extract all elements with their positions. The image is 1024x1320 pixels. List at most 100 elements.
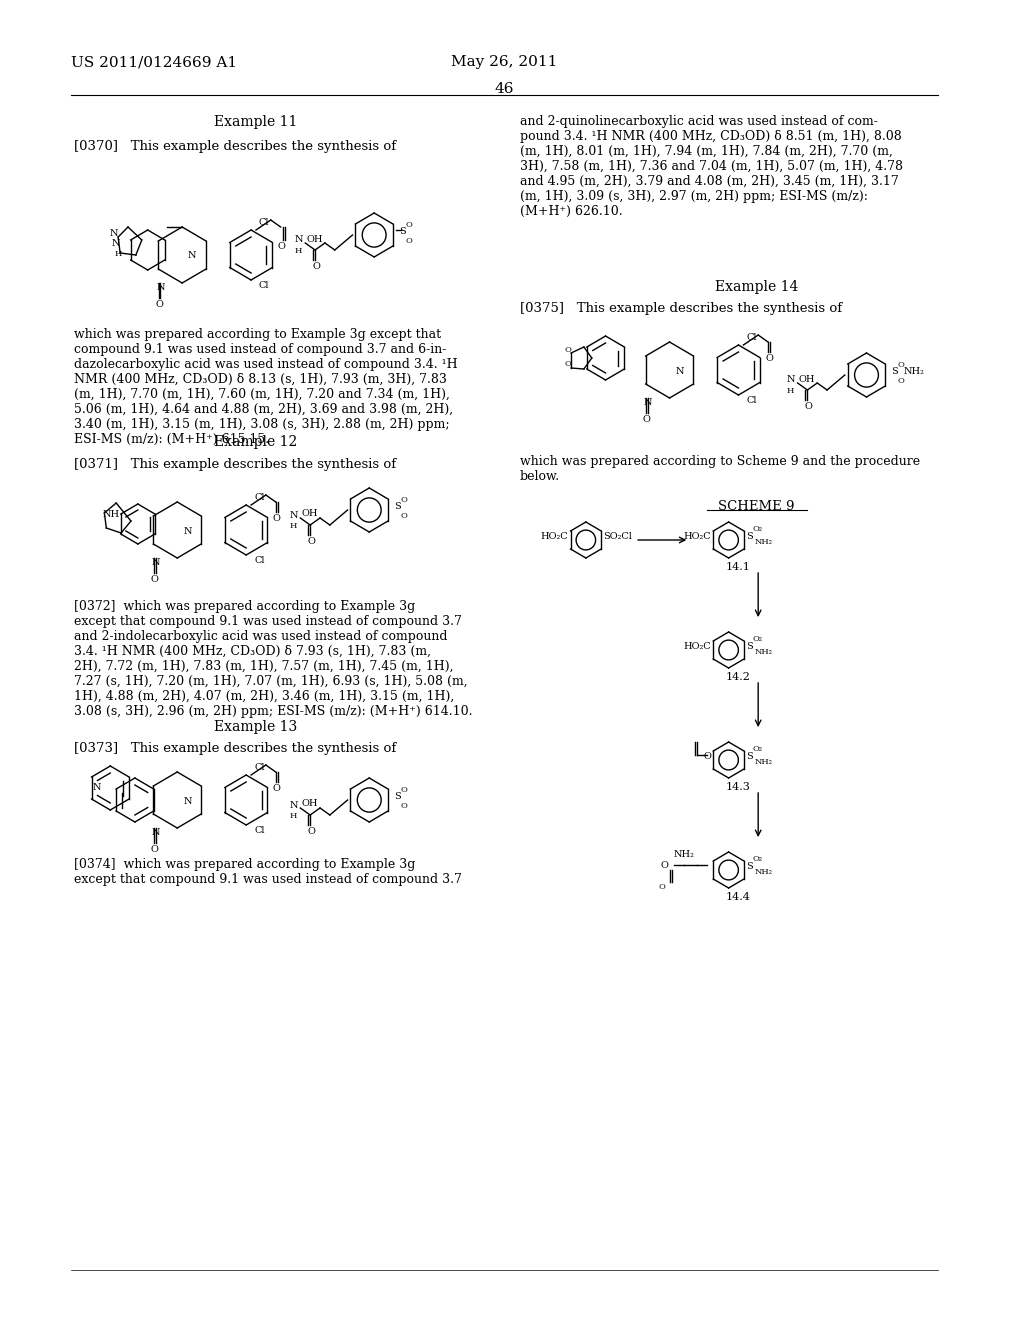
- Text: O₂: O₂: [753, 855, 763, 863]
- Text: Cl: Cl: [254, 492, 264, 502]
- Text: HO₂C: HO₂C: [683, 532, 711, 541]
- Text: Example 14: Example 14: [715, 280, 798, 294]
- Text: NH: NH: [102, 510, 120, 519]
- Text: SCHEME 9: SCHEME 9: [718, 500, 795, 513]
- Text: S: S: [746, 642, 753, 651]
- Text: H: H: [290, 812, 297, 820]
- Text: 14.2: 14.2: [726, 672, 751, 682]
- Text: NH₂: NH₂: [755, 539, 772, 546]
- Text: [0375]   This example describes the synthesis of: [0375] This example describes the synthe…: [520, 302, 842, 315]
- Text: Cl: Cl: [254, 763, 264, 772]
- Text: N: N: [294, 235, 303, 244]
- Text: 14.1: 14.1: [726, 562, 751, 572]
- Text: and 2-quinolinecarboxylic acid was used instead of com-
pound 3.4. ¹H NMR (400 M: and 2-quinolinecarboxylic acid was used …: [520, 115, 903, 218]
- Text: O: O: [406, 238, 413, 246]
- Text: S: S: [394, 502, 400, 511]
- Text: O₂: O₂: [753, 744, 763, 752]
- Text: O: O: [312, 261, 321, 271]
- Text: N: N: [157, 282, 165, 292]
- Text: OH: OH: [799, 375, 815, 384]
- Text: N: N: [92, 783, 101, 792]
- Text: [0370]   This example describes the synthesis of: [0370] This example describes the synthe…: [74, 140, 396, 153]
- Text: O: O: [151, 845, 159, 854]
- Text: N: N: [152, 828, 160, 837]
- Text: Cl: Cl: [746, 396, 757, 405]
- Text: HO₂C: HO₂C: [683, 642, 711, 651]
- Text: NH₂: NH₂: [755, 648, 772, 656]
- Text: N: N: [112, 239, 121, 248]
- Text: Cl: Cl: [254, 826, 264, 836]
- Text: O: O: [272, 784, 281, 793]
- Text: O: O: [660, 861, 669, 870]
- Text: S: S: [746, 752, 753, 762]
- Text: H: H: [290, 521, 297, 531]
- Text: N: N: [289, 800, 298, 809]
- Text: OH: OH: [301, 510, 318, 519]
- Text: O: O: [278, 242, 286, 251]
- Text: O: O: [703, 752, 711, 762]
- Text: 46: 46: [495, 82, 514, 96]
- Text: 14.3: 14.3: [726, 781, 751, 792]
- Text: O: O: [805, 403, 812, 411]
- Text: O: O: [643, 414, 651, 424]
- Text: N: N: [188, 252, 197, 260]
- Text: OH: OH: [306, 235, 323, 243]
- Text: O: O: [406, 220, 413, 228]
- Text: 14.4: 14.4: [726, 892, 751, 902]
- Text: S: S: [891, 367, 898, 376]
- Text: Cl: Cl: [259, 281, 269, 290]
- Text: N: N: [289, 511, 298, 520]
- Text: Example 13: Example 13: [214, 719, 298, 734]
- Text: O: O: [765, 354, 773, 363]
- Text: O: O: [400, 785, 408, 795]
- Text: O: O: [400, 512, 408, 520]
- Text: O: O: [564, 346, 571, 354]
- Text: N: N: [183, 527, 191, 536]
- Text: May 26, 2011: May 26, 2011: [451, 55, 557, 69]
- Text: S: S: [746, 532, 753, 541]
- Text: O₂: O₂: [753, 525, 763, 533]
- Text: N: N: [644, 399, 652, 407]
- Text: N: N: [183, 796, 191, 805]
- Text: Example 11: Example 11: [214, 115, 298, 129]
- Text: [0371]   This example describes the synthesis of: [0371] This example describes the synthe…: [74, 458, 396, 471]
- Text: O: O: [307, 828, 315, 836]
- Text: O: O: [400, 803, 408, 810]
- Text: [0374]  which was prepared according to Example 3g
except that compound 9.1 was : [0374] which was prepared according to E…: [74, 858, 462, 886]
- Text: N: N: [110, 228, 119, 238]
- Text: which was prepared according to Scheme 9 and the procedure
below.: which was prepared according to Scheme 9…: [520, 455, 920, 483]
- Text: O₂: O₂: [753, 635, 763, 643]
- Text: H: H: [295, 247, 302, 255]
- Text: NH₂: NH₂: [755, 869, 772, 876]
- Text: NH₂: NH₂: [674, 850, 694, 859]
- Text: O: O: [400, 496, 408, 504]
- Text: Example 12: Example 12: [214, 436, 298, 449]
- Text: S: S: [394, 792, 400, 801]
- Text: O: O: [898, 360, 905, 370]
- Text: US 2011/0124669 A1: US 2011/0124669 A1: [71, 55, 237, 69]
- Text: N: N: [676, 367, 684, 375]
- Text: H: H: [115, 249, 122, 257]
- Text: which was prepared according to Example 3g except that
compound 9.1 was used ins: which was prepared according to Example …: [74, 327, 458, 446]
- Text: NH₂: NH₂: [755, 758, 772, 766]
- Text: OH: OH: [301, 800, 318, 808]
- Text: O: O: [156, 300, 164, 309]
- Text: [0373]   This example describes the synthesis of: [0373] This example describes the synthe…: [74, 742, 396, 755]
- Text: N: N: [152, 558, 160, 568]
- Text: Cl: Cl: [746, 333, 757, 342]
- Text: N: N: [786, 375, 795, 384]
- Text: O: O: [658, 883, 666, 891]
- Text: HO₂C: HO₂C: [541, 532, 568, 541]
- Text: H: H: [787, 387, 795, 395]
- Text: NH₂: NH₂: [904, 367, 925, 376]
- Text: O: O: [564, 360, 571, 368]
- Text: S: S: [398, 227, 406, 236]
- Text: Cl: Cl: [254, 556, 264, 565]
- Text: S: S: [746, 862, 753, 871]
- Text: O: O: [151, 576, 159, 583]
- Text: O: O: [898, 378, 905, 385]
- Text: SO₂Cl: SO₂Cl: [603, 532, 633, 541]
- Text: O: O: [307, 537, 315, 546]
- Text: [0372]  which was prepared according to Example 3g
except that compound 9.1 was : [0372] which was prepared according to E…: [74, 601, 472, 718]
- Text: Cl: Cl: [259, 218, 269, 227]
